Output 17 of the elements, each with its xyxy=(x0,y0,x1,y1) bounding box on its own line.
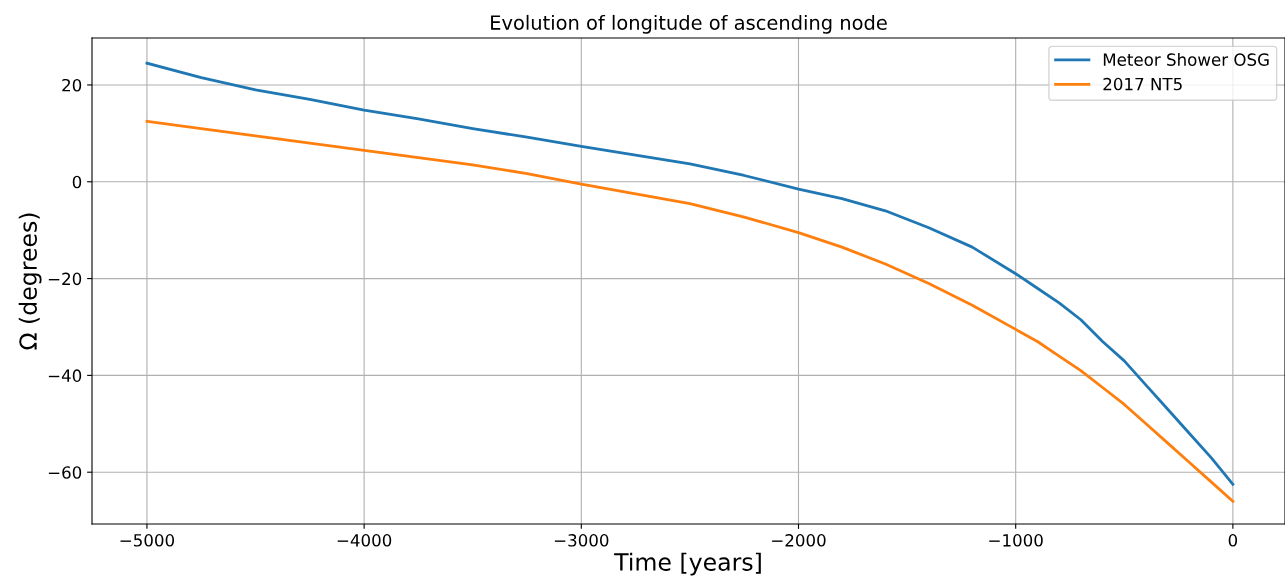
x-tick-label: −1000 xyxy=(989,534,1043,547)
x-tick-label: −2000 xyxy=(772,534,826,547)
x-axis-title: Time [years] xyxy=(614,552,761,576)
y-tick-label: −40 xyxy=(48,369,82,382)
x-tick-label: −5000 xyxy=(120,534,175,547)
x-tick-label: −4000 xyxy=(337,534,392,547)
y-tick-label: 0 xyxy=(72,175,82,189)
y-tick-label: −20 xyxy=(48,272,82,286)
legend-label: 2017 NT5 xyxy=(1103,77,1182,91)
y-axis-title: Ω (degrees) xyxy=(18,213,42,350)
chart-title: Evolution of longitude of ascending node xyxy=(491,14,887,34)
y-tick-label: 20 xyxy=(62,78,82,92)
legend-label: Meteor Shower OSG xyxy=(1103,53,1269,66)
line-series xyxy=(145,119,1235,503)
y-tick-label: −60 xyxy=(48,466,82,479)
x-tick-label: −3000 xyxy=(554,534,609,547)
x-tick-label: 0 xyxy=(1228,534,1238,547)
